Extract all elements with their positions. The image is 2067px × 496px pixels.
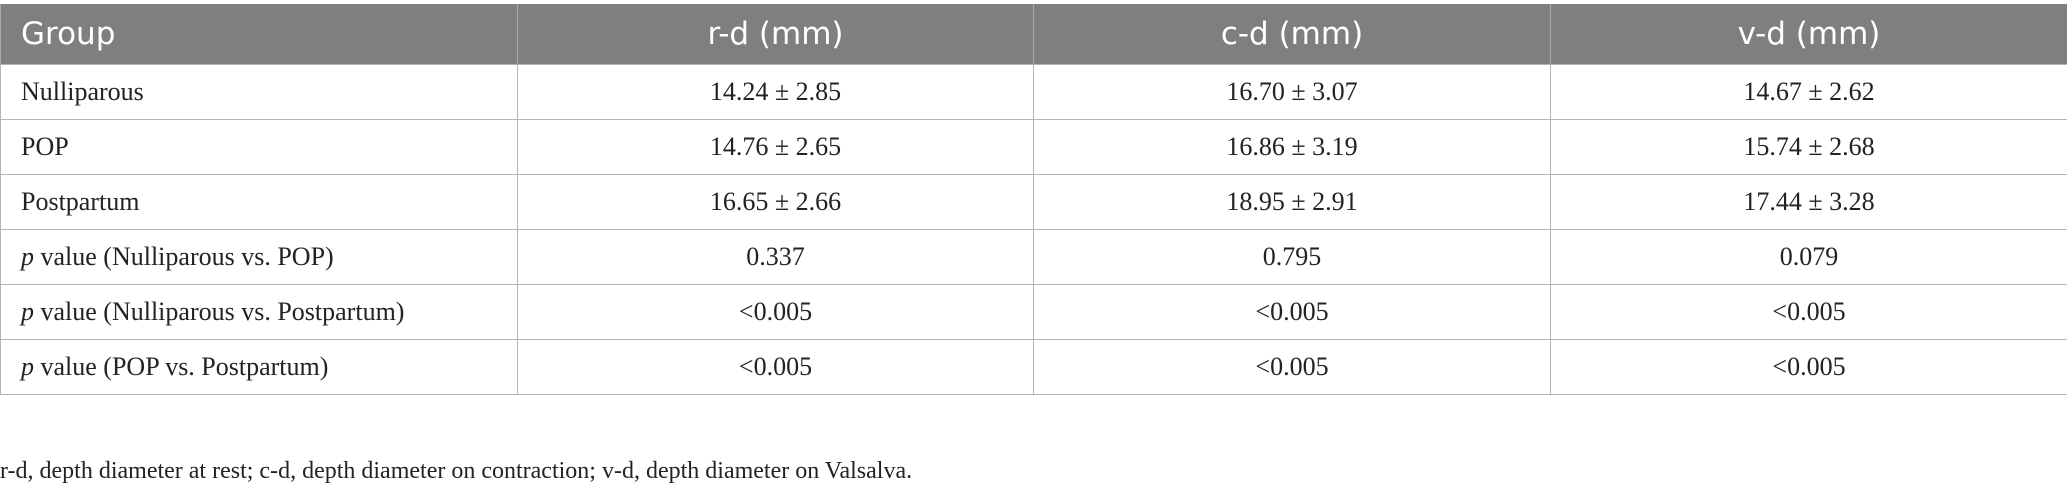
cell-c-d: 18.95 ± 2.91 (1033, 174, 1551, 230)
row-label: POP (0, 119, 518, 175)
header-c-d: c-d (mm) (1033, 4, 1551, 65)
table-body: Nulliparous 14.24 ± 2.85 16.70 ± 3.07 14… (0, 64, 2067, 395)
table-row: Nulliparous 14.24 ± 2.85 16.70 ± 3.07 14… (0, 64, 2067, 120)
cell-c-d: <0.005 (1033, 339, 1551, 395)
table-row: p value (Nulliparous vs. POP) 0.337 0.79… (0, 229, 2067, 285)
table-header: Group r-d (mm) c-d (mm) v-d (mm) (0, 4, 2067, 65)
table-footnote: r-d, depth diameter at rest; c-d, depth … (0, 458, 913, 484)
cell-v-d: <0.005 (1550, 284, 2067, 340)
p-symbol: p (21, 297, 34, 326)
row-label: p value (Nulliparous vs. Postpartum) (0, 284, 518, 340)
cell-r-d: 0.337 (517, 229, 1034, 285)
data-table: Group r-d (mm) c-d (mm) v-d (mm) Nullipa… (0, 4, 2067, 395)
cell-r-d: 14.76 ± 2.65 (517, 119, 1034, 175)
row-label: Nulliparous (0, 64, 518, 120)
cell-r-d: <0.005 (517, 284, 1034, 340)
cell-r-d: 14.24 ± 2.85 (517, 64, 1034, 120)
p-symbol: p (21, 352, 34, 381)
header-row: Group r-d (mm) c-d (mm) v-d (mm) (0, 4, 2067, 65)
cell-c-d: 0.795 (1033, 229, 1551, 285)
row-label: p value (POP vs. Postpartum) (0, 339, 518, 395)
table-row: p value (Nulliparous vs. Postpartum) <0.… (0, 284, 2067, 340)
p-symbol: p (21, 242, 34, 271)
row-label: Postpartum (0, 174, 518, 230)
row-label-text: value (Nulliparous vs. Postpartum) (34, 297, 405, 326)
table-row: p value (POP vs. Postpartum) <0.005 <0.0… (0, 339, 2067, 395)
header-group: Group (0, 4, 518, 65)
cell-v-d: 0.079 (1550, 229, 2067, 285)
row-label-text: value (Nulliparous vs. POP) (34, 242, 334, 271)
cell-v-d: 15.74 ± 2.68 (1550, 119, 2067, 175)
row-label: p value (Nulliparous vs. POP) (0, 229, 518, 285)
cell-c-d: 16.70 ± 3.07 (1033, 64, 1551, 120)
header-r-d: r-d (mm) (517, 4, 1034, 65)
data-table-container: Group r-d (mm) c-d (mm) v-d (mm) Nullipa… (0, 4, 2067, 395)
cell-v-d: 14.67 ± 2.62 (1550, 64, 2067, 120)
header-v-d: v-d (mm) (1550, 4, 2067, 65)
cell-r-d: 16.65 ± 2.66 (517, 174, 1034, 230)
table-row: POP 14.76 ± 2.65 16.86 ± 3.19 15.74 ± 2.… (0, 119, 2067, 175)
cell-v-d: <0.005 (1550, 339, 2067, 395)
row-label-text: value (POP vs. Postpartum) (34, 352, 329, 381)
cell-r-d: <0.005 (517, 339, 1034, 395)
cell-c-d: <0.005 (1033, 284, 1551, 340)
table-row: Postpartum 16.65 ± 2.66 18.95 ± 2.91 17.… (0, 174, 2067, 230)
cell-v-d: 17.44 ± 3.28 (1550, 174, 2067, 230)
cell-c-d: 16.86 ± 3.19 (1033, 119, 1551, 175)
